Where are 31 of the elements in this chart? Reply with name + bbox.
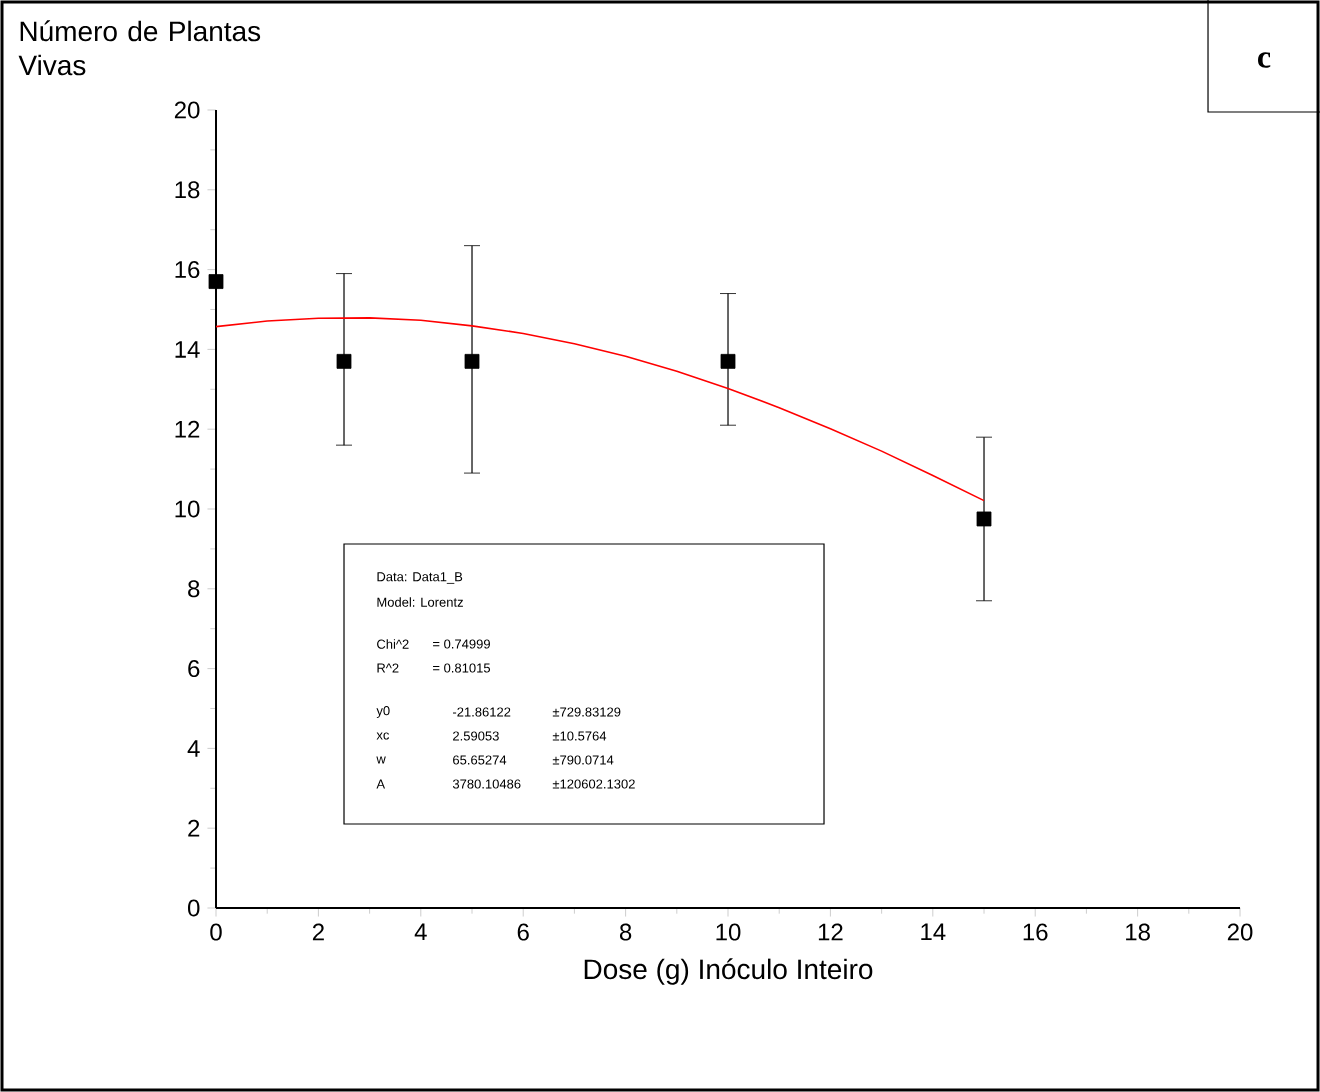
x-tick-label: 16 (1023, 923, 1048, 941)
y-tick-label: 18 (175, 181, 200, 199)
point (336, 353, 352, 369)
x-tick-label: 10 (716, 923, 741, 941)
y-tick-label: 4 (187, 740, 200, 757)
point (464, 353, 480, 369)
point (976, 511, 992, 527)
y-tick-label: 12 (175, 420, 200, 438)
y-tick-label: 2 (188, 819, 200, 837)
y-axis-title: Número de Plantas Vivas (18, 20, 261, 76)
x-tick-label: 14 (921, 923, 946, 941)
y-tick-label: 10 (175, 500, 200, 518)
x-tick-label: 4 (414, 923, 427, 941)
y-tick-label: 0 (188, 899, 200, 917)
line-series (215, 317, 985, 502)
text: c (1258, 52, 1271, 68)
y-tick-label: 16 (175, 261, 200, 279)
x-axis-title: Dose (g) Inóculo Inteiro (584, 958, 873, 985)
y-tick-label: 6 (188, 660, 200, 678)
y-tick-label: 8 (188, 580, 200, 598)
x-tick-label: 8 (619, 923, 632, 941)
x-tick-label: 2 (312, 923, 324, 941)
x-tick-label: 18 (1126, 923, 1150, 941)
x-tick-label: 12 (818, 923, 843, 941)
x-tick-label: 20 (1227, 923, 1253, 941)
point (208, 274, 224, 289)
y-tick-label: 20 (174, 101, 200, 119)
x-tick-label: 0 (210, 923, 222, 941)
point (720, 353, 736, 369)
x-tick-label: 6 (517, 923, 529, 941)
y-tick-label: 14 (175, 341, 200, 358)
